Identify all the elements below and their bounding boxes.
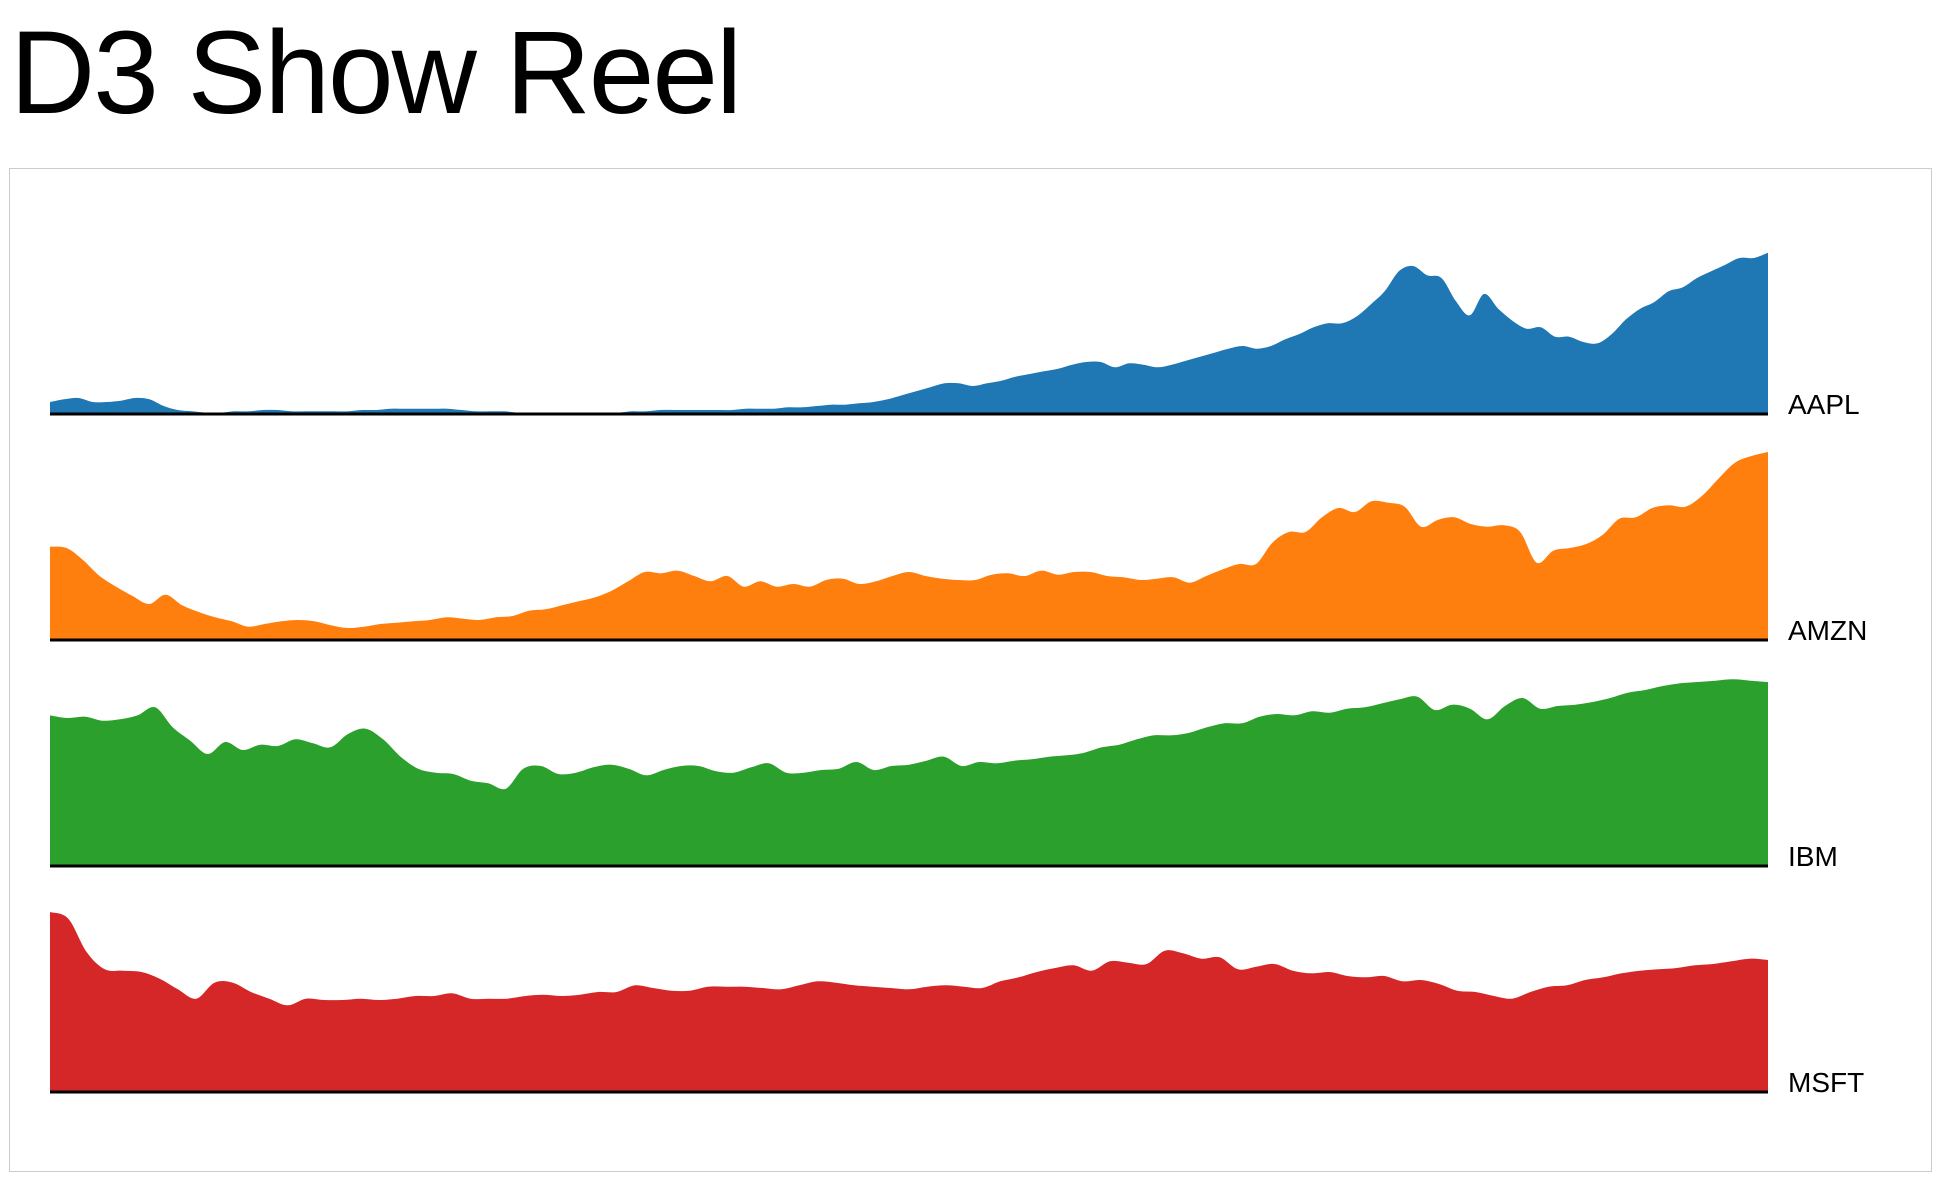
series-label-msft: MSFT bbox=[1788, 1067, 1864, 1098]
series-ibm: IBM bbox=[50, 679, 1838, 872]
chart-frame: AAPL AMZN IBM MSFT bbox=[9, 168, 1932, 1172]
series-amzn: AMZN bbox=[50, 452, 1867, 646]
area-chart: AAPL AMZN IBM MSFT bbox=[50, 252, 1867, 1098]
series-label-amzn: AMZN bbox=[1788, 615, 1867, 646]
area-amzn bbox=[50, 452, 1768, 640]
series-label-ibm: IBM bbox=[1788, 841, 1838, 872]
series-aapl: AAPL bbox=[50, 252, 1860, 420]
page-title: D3 Show Reel bbox=[10, 7, 742, 139]
series-msft: MSFT bbox=[50, 912, 1864, 1098]
series-label-aapl: AAPL bbox=[1788, 389, 1860, 420]
area-ibm bbox=[50, 679, 1768, 866]
area-aapl bbox=[50, 252, 1768, 414]
area-msft bbox=[50, 912, 1768, 1092]
